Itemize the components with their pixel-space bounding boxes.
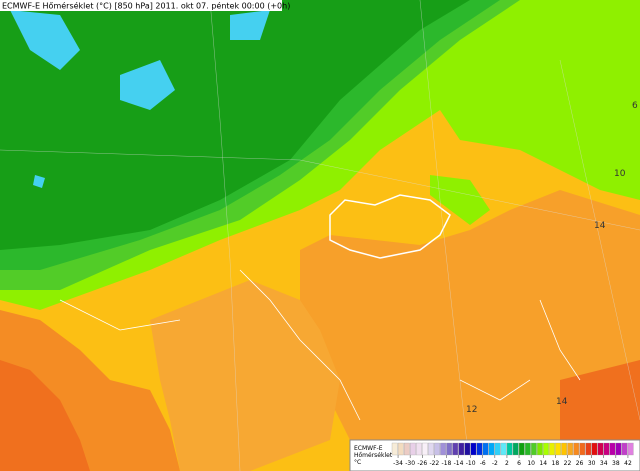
contour-label: 10 [614,169,626,179]
legend-swatch [524,442,531,456]
orange-field [150,280,340,471]
orange-field [300,190,640,440]
contour-label: 14 [594,221,606,231]
legend-swatch [531,442,537,456]
contour-label: 6 [632,101,638,111]
legend-swatch [573,442,580,456]
legend-tick-label: 14 [539,460,547,467]
legend-swatch [452,442,459,456]
legend-swatch [458,442,465,456]
contour-label: 12 [466,405,477,415]
legend-tick-label: -30 [405,460,415,467]
cold-patch [10,10,270,188]
legend-title: Hőmérséklet [354,452,393,459]
legend-swatch [506,442,513,456]
legend-title: °C [354,459,361,466]
legend-swatch [543,442,549,456]
legend-swatch [446,442,453,456]
legend-tick-label: 2 [505,460,509,467]
legend-swatch [609,442,616,456]
legend-swatch [416,442,422,456]
legend-title: ECMWF-E [354,445,383,452]
legend-swatch [537,442,543,456]
legend-swatch [591,442,598,456]
legend-tick-label: -10 [466,460,476,467]
legend-swatch [391,442,398,456]
legend-tick-label: 26 [576,460,584,467]
legend-swatch [470,442,477,456]
legend-swatch [615,442,622,456]
legend-swatch [422,442,428,456]
legend-swatch [555,442,561,456]
legend-swatch [621,442,628,456]
legend-swatch [482,442,489,456]
legend-tick-label: 22 [564,460,572,467]
legend-tick-label: 10 [527,460,535,467]
legend-tick-label: -22 [429,460,439,467]
legend-tick-label: 6 [517,460,521,467]
header-box [0,0,282,11]
legend-tick-label: -14 [454,460,464,467]
legend-swatch [494,442,501,456]
coastline [59,269,581,421]
legend-swatch [585,442,592,456]
legend-swatch [488,442,495,456]
legend-swatch [440,442,446,456]
legend-swatch [603,442,610,456]
legend-tick-label: -18 [442,460,452,467]
legend-swatch [579,442,586,456]
dark-green-field [0,0,470,250]
legend-tick-label: 18 [552,460,560,467]
legend-swatch [549,442,555,456]
legend-swatch [409,442,416,456]
legend-swatch [476,442,483,456]
legend-tick-label: 38 [612,460,620,467]
legend-swatch [567,442,574,456]
legend-swatch [464,442,471,456]
contour-label: 14 [556,397,568,407]
legend-swatch [627,442,634,456]
legend-swatch [518,442,525,456]
legend-swatch [403,442,410,456]
lime-field [430,175,490,225]
legend-tick-label: -26 [417,460,427,467]
legend-tick-label: -2 [492,460,498,467]
legend-tick-label: -6 [480,460,486,467]
legend-swatch [434,442,440,456]
legend-tick-label: -34 [393,460,403,467]
legend-swatch [512,442,519,456]
header-title: ECMWF-E Hőmérséklet (°C) [850 hPa] 2011.… [2,1,290,11]
legend-swatch [500,442,507,456]
legend-swatch [597,442,604,456]
legend: ECMWF-E Hőmérséklet °C -34 -30 -26 -22 -18 -1… [349,439,640,471]
legend-tick-label: 34 [600,460,608,467]
red-orange-field [0,360,90,471]
legend-tick-label: 30 [588,460,596,467]
country-border [329,194,451,259]
legend-tick-label: 42 [624,460,632,467]
legend-swatch [397,442,404,456]
legend-swatch [428,442,434,456]
legend-swatch [561,442,568,456]
